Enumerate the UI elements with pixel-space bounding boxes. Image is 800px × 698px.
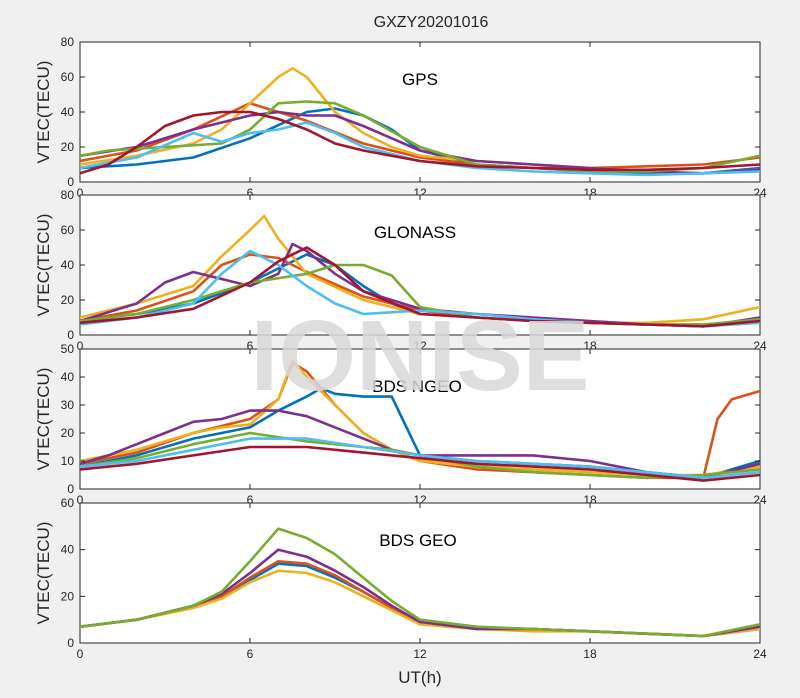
- series-line-6: [80, 437, 760, 480]
- y-tick-label: 50: [61, 342, 75, 356]
- y-tick-label: 20: [61, 293, 75, 307]
- series-group: [80, 214, 760, 328]
- y-tick-label: 20: [61, 140, 75, 154]
- y-axis-label: VTEC(TECU): [34, 61, 53, 164]
- y-tick-label: 40: [61, 258, 75, 272]
- x-tick-label: 0: [77, 493, 84, 507]
- series-line-6: [80, 121, 760, 177]
- watermark: IONISE: [251, 300, 590, 412]
- y-tick-label: 60: [61, 223, 75, 237]
- y-tick-label: 20: [61, 426, 75, 440]
- series-line-5: [80, 100, 760, 173]
- y-tick-label: 0: [67, 636, 74, 650]
- panel-title: BDS NGEO: [372, 377, 462, 396]
- series-line-7: [80, 246, 760, 328]
- x-tick-label: 6: [247, 186, 254, 200]
- x-tick-label: 0: [77, 647, 84, 661]
- panel-title: GPS: [402, 70, 438, 89]
- y-tick-label: 0: [67, 328, 74, 342]
- series-group: [80, 527, 760, 638]
- y-tick-label: 40: [61, 370, 75, 384]
- panel-title: GLONASS: [374, 223, 456, 242]
- y-axis-label: VTEC(TECU): [34, 368, 53, 471]
- y-tick-label: 60: [61, 496, 75, 510]
- series-line-3: [80, 358, 760, 477]
- panel-title: BDS GEO: [379, 531, 456, 550]
- x-tick-label: 6: [247, 647, 254, 661]
- series-line-5: [80, 527, 760, 638]
- y-tick-label: 10: [61, 454, 75, 468]
- y-tick-label: 40: [61, 543, 75, 557]
- series-group: [80, 358, 760, 482]
- series-group: [80, 67, 760, 177]
- y-tick-label: 30: [61, 398, 75, 412]
- y-axis-label: VTEC(TECU): [34, 214, 53, 317]
- series-line-2: [80, 102, 760, 170]
- x-axis-label: UT(h): [398, 668, 441, 687]
- x-tick-label: 0: [77, 186, 84, 200]
- y-tick-label: 20: [61, 589, 75, 603]
- figure-title: GXZY20201016: [374, 14, 489, 31]
- series-line-7: [80, 445, 760, 482]
- series-line-7: [80, 110, 760, 175]
- x-tick-label: 6: [247, 339, 254, 353]
- y-tick-label: 60: [61, 70, 75, 84]
- x-tick-label: 24: [753, 647, 767, 661]
- x-tick-label: 12: [413, 647, 427, 661]
- x-tick-label: 0: [77, 339, 84, 353]
- x-tick-label: 6: [247, 493, 254, 507]
- axes-frame: [79, 348, 761, 490]
- y-tick-label: 40: [61, 105, 75, 119]
- y-tick-label: 0: [67, 175, 74, 189]
- y-axis-label: VTEC(TECU): [34, 522, 53, 625]
- y-tick-label: 80: [61, 35, 75, 49]
- y-tick-label: 80: [61, 188, 75, 202]
- x-tick-label: 18: [583, 647, 597, 661]
- y-tick-label: 0: [67, 482, 74, 496]
- series-line-4: [80, 409, 760, 480]
- series-line-4: [80, 242, 760, 328]
